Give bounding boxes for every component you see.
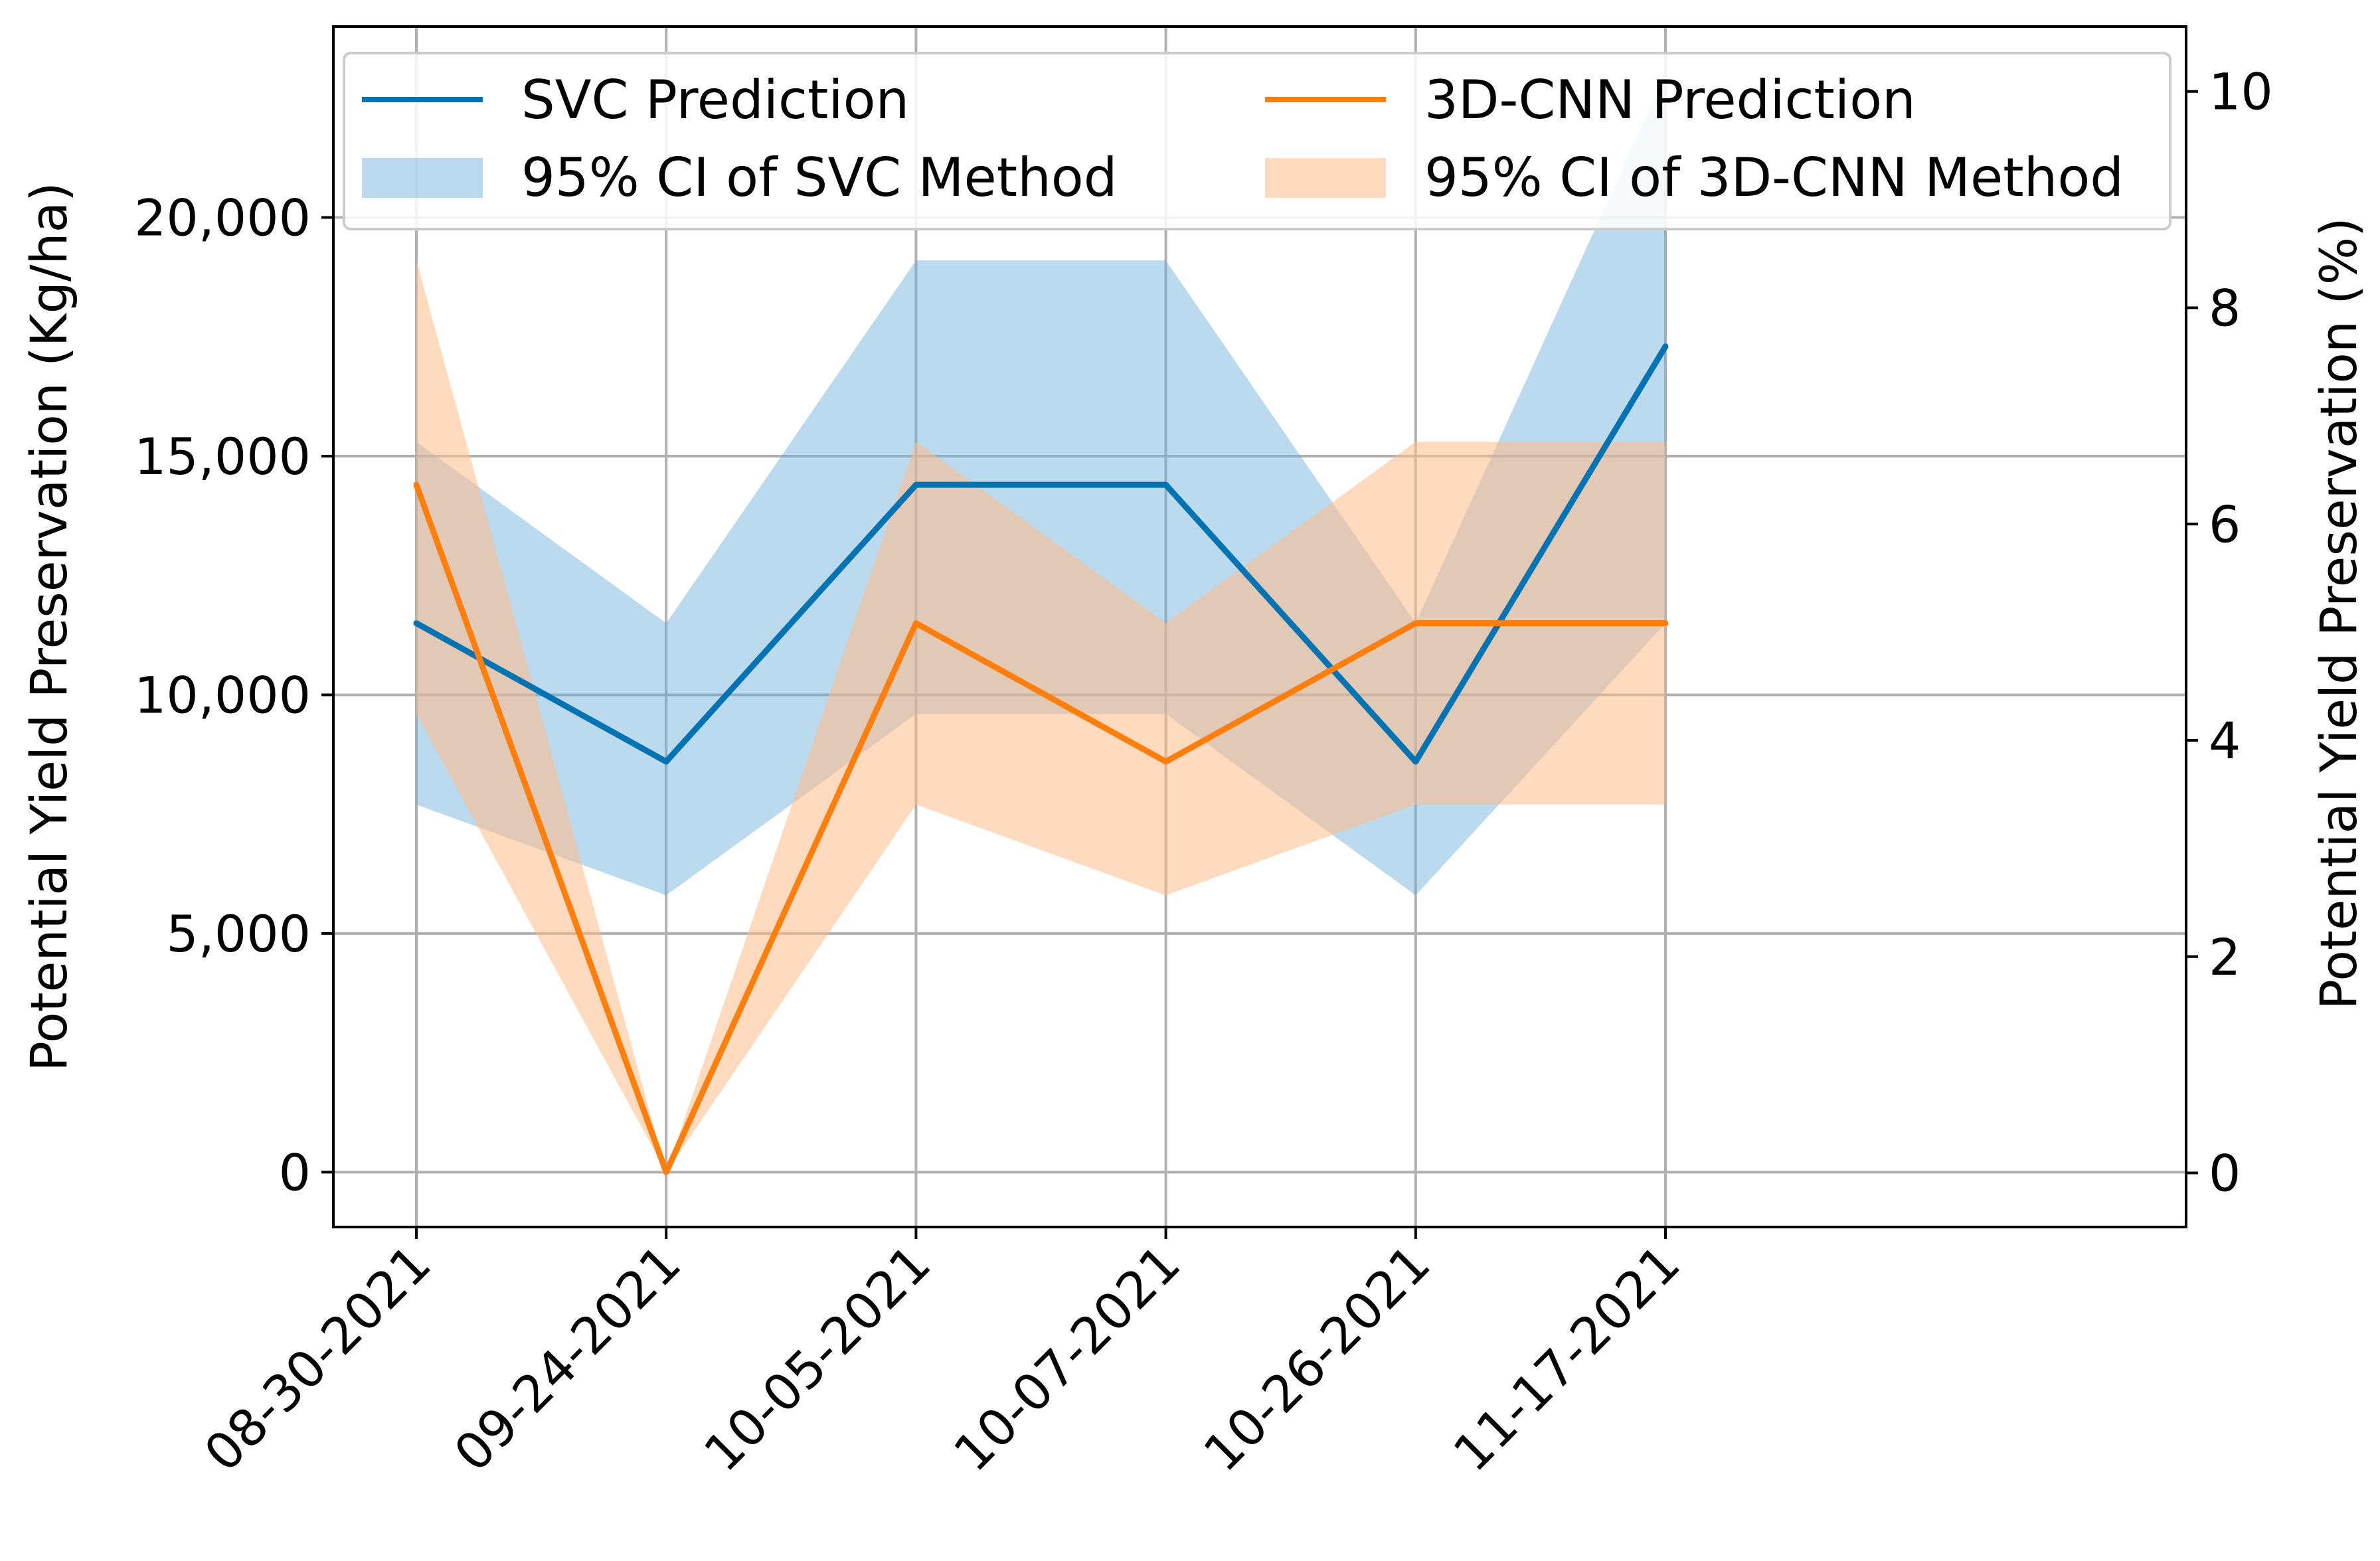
x-tick-label-3: 10-07-2021 xyxy=(942,1234,1191,1483)
x-tick-label-0: 08-30-2021 xyxy=(193,1234,442,1483)
y-axis-title: Potential Yield Preservation (Kg/ha) xyxy=(19,182,78,1072)
legend-svc-label: SVC Prediction xyxy=(521,69,909,131)
x-tick-label-5: 11-17-2021 xyxy=(1442,1234,1691,1483)
legend-cnn-band-label: 95% CI of 3D-CNN Method xyxy=(1424,147,2124,208)
series-line-1 xyxy=(413,481,1669,1175)
legend-svc-band-label: 95% CI of SVC Method xyxy=(521,147,1118,208)
y-tick-label-2: 10,000 xyxy=(134,665,311,724)
y2-tick-label-3: 6 xyxy=(2209,495,2241,554)
y2-axis-title: Potential Yield Preservation (%) xyxy=(2309,217,2368,1009)
legend-svc-band-swatch xyxy=(362,158,483,198)
y2-tick-label-0: 0 xyxy=(2209,1144,2241,1203)
legend-cnn-band-swatch xyxy=(1265,158,1386,198)
series-line-0 xyxy=(413,343,1669,765)
ci-band-1 xyxy=(416,260,1665,1173)
plot-frame xyxy=(332,25,2187,1228)
y-tick-label-3: 15,000 xyxy=(134,427,311,486)
legend-box xyxy=(343,52,2171,230)
legend-cnn-label: 3D-CNN Prediction xyxy=(1424,69,1916,131)
y2-tick-label-2: 4 xyxy=(2209,711,2241,770)
y2-tick-label-1: 2 xyxy=(2209,928,2241,987)
y-tick-label-4: 20,000 xyxy=(134,189,311,248)
x-tick-label-1: 09-24-2021 xyxy=(443,1234,692,1483)
y-tick-label-1: 5,000 xyxy=(166,904,311,963)
legend: SVC Prediction 3D-CNN Prediction 95% CI … xyxy=(343,52,2171,230)
x-tick-label-2: 10-05-2021 xyxy=(693,1234,942,1483)
line-layer xyxy=(413,343,1669,1175)
x-tick-label-4: 10-26-2021 xyxy=(1192,1234,1441,1483)
y2-tick-label-4: 8 xyxy=(2209,278,2241,337)
y-tick-label-0: 0 xyxy=(279,1143,311,1202)
y2-tick-label-5: 10 xyxy=(2209,62,2273,122)
